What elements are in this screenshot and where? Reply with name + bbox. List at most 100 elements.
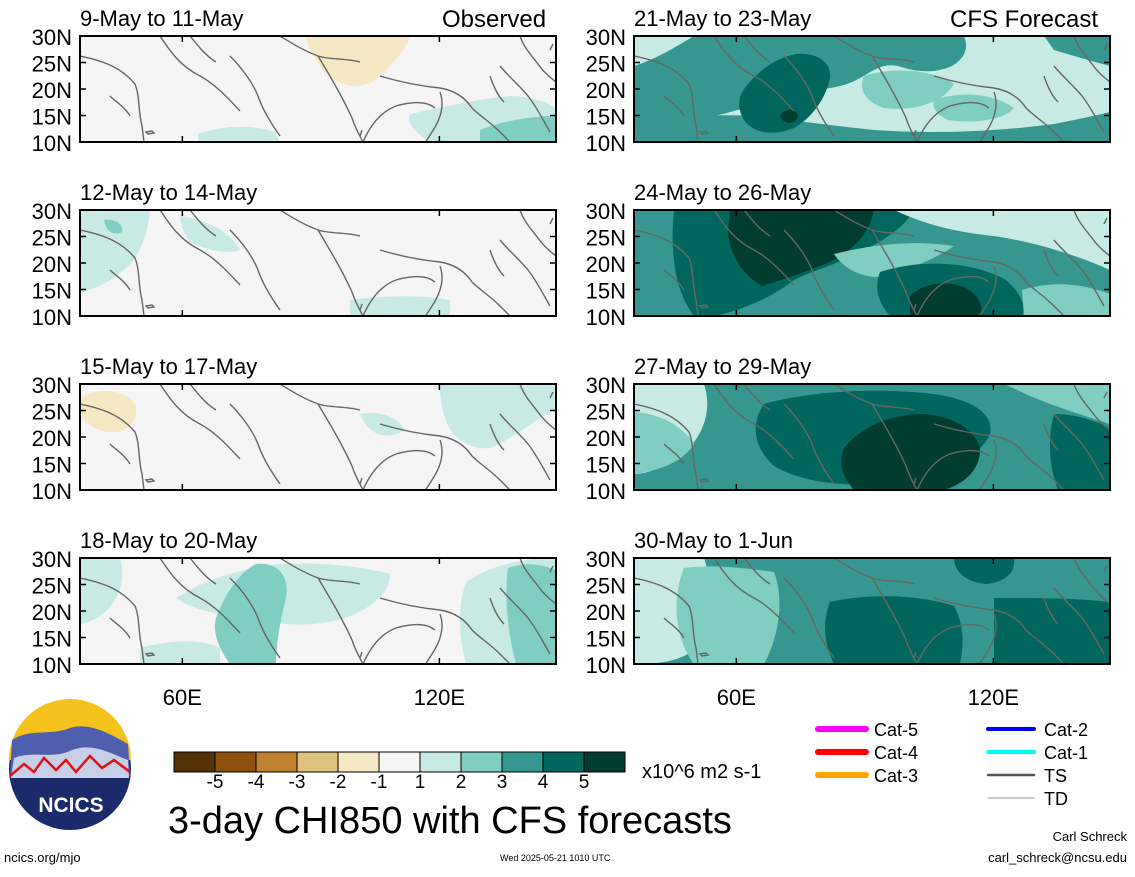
coastline — [871, 229, 918, 316]
latitude-label: 15N — [586, 627, 626, 652]
coastline — [871, 403, 918, 490]
latitude-label: 10N — [32, 653, 72, 678]
coastline — [279, 210, 361, 237]
colorbar-swatch — [460, 751, 503, 773]
coastline — [871, 55, 918, 142]
coastline — [424, 613, 443, 664]
logo-line — [9, 754, 131, 777]
coastline — [489, 423, 505, 451]
latitude-label: 20N — [586, 252, 626, 277]
latitude-label: 25N — [32, 226, 72, 251]
storm-legend: Cat-5 Cat-4 Cat-3 Cat-2 Cat-1 TS TD — [815, 720, 1088, 809]
coastline — [471, 629, 511, 664]
coastline — [663, 443, 685, 465]
coastline — [833, 558, 915, 585]
coastline — [933, 75, 1027, 109]
coastline — [362, 449, 436, 490]
coastline — [743, 210, 771, 237]
observed-map-panel-2 — [79, 209, 557, 317]
anomaly-contour — [80, 558, 123, 624]
coastline — [489, 597, 505, 625]
latitude-label: 25N — [586, 400, 626, 425]
tick-marks — [634, 209, 1110, 317]
anomaly-contour — [1022, 284, 1110, 316]
coastlines — [634, 558, 1110, 664]
anomaly-fill — [634, 558, 1110, 664]
latitude-label: 10N — [586, 479, 626, 504]
coastline — [189, 558, 217, 585]
footer-url[interactable]: ncics.org/mjo — [4, 850, 81, 865]
coastlines — [634, 36, 1110, 142]
latitude-label: 20N — [32, 252, 72, 277]
anomaly-contour — [862, 70, 954, 109]
coastline — [189, 384, 217, 411]
coastline — [1025, 281, 1065, 316]
coastline — [279, 384, 361, 411]
coastline — [713, 384, 795, 460]
coastline — [471, 281, 511, 316]
coastline — [783, 403, 835, 485]
coastline — [499, 587, 551, 655]
forecast-map-panel-3 — [633, 383, 1111, 491]
coastline — [1053, 65, 1105, 133]
latitude-label: 15N — [586, 279, 626, 304]
anomaly-contour — [440, 384, 556, 449]
coastline — [713, 558, 795, 634]
colorbar-tick-label: 5 — [579, 772, 590, 793]
island — [698, 130, 710, 135]
legend-label: Cat-2 — [1044, 720, 1088, 740]
coastline — [159, 384, 241, 460]
coastline — [663, 95, 685, 117]
coastline — [978, 265, 997, 316]
island — [144, 304, 156, 309]
coastline — [933, 249, 1027, 283]
coastline — [1073, 210, 1110, 257]
coastline — [189, 36, 217, 63]
latitude-label: 15N — [586, 105, 626, 130]
anomaly-fill — [634, 210, 1110, 316]
coastline — [362, 101, 436, 142]
anomaly-contour — [350, 296, 450, 316]
tick-marks — [80, 383, 556, 491]
coastline — [489, 249, 505, 277]
latitude-label: 30N — [586, 199, 626, 224]
colorbar-units: x10^6 m2 s-1 — [642, 761, 762, 783]
island — [1103, 217, 1108, 225]
coastline — [519, 384, 556, 431]
ncics-logo: NCICS — [9, 699, 131, 830]
latitude-label: 30N — [32, 199, 72, 224]
coastline — [317, 55, 364, 142]
island — [1103, 565, 1108, 573]
anomaly-contour — [825, 596, 963, 664]
coastline — [499, 65, 551, 133]
coastline — [978, 439, 997, 490]
anomaly-contour — [739, 53, 831, 133]
latitude-label: 10N — [586, 653, 626, 678]
coastline — [317, 403, 364, 490]
latitude-label: 25N — [32, 52, 72, 77]
map-background — [80, 210, 556, 316]
coastline — [80, 403, 145, 490]
coastline — [499, 413, 551, 481]
coastline — [317, 577, 364, 664]
footer-email[interactable]: carl_schreck@ncsu.edu — [988, 850, 1127, 865]
colorbar-tick-label: -3 — [289, 772, 306, 793]
coastline — [229, 577, 281, 659]
latitude-label: 15N — [32, 105, 72, 130]
panel-date-label: 12-May to 14-May — [80, 180, 257, 205]
latitude-label: 25N — [32, 400, 72, 425]
latitude-label: 10N — [32, 479, 72, 504]
anomaly-contour — [1049, 414, 1110, 490]
anomaly-contour — [180, 216, 240, 252]
coastline — [519, 210, 556, 257]
island — [359, 651, 363, 659]
colorbar-swatch — [337, 751, 380, 773]
legend-label: Cat-5 — [874, 720, 918, 740]
coastline — [833, 210, 915, 237]
colorbar-swatch — [542, 751, 585, 773]
main-title: 3-day CHI850 with CFS forecasts — [168, 800, 732, 842]
footer-timestamp: Wed 2025-05-21 1010 UTC — [500, 853, 611, 863]
legend-label: Cat-4 — [874, 743, 918, 763]
coastline — [783, 229, 835, 311]
